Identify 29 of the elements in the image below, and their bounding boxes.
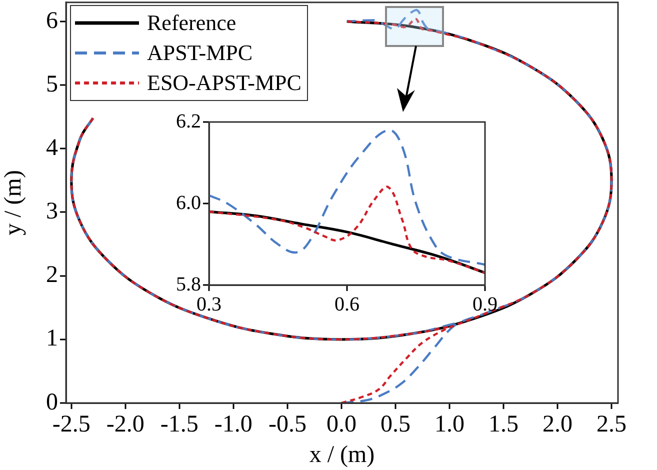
legend-label: ESO-APST-MPC	[147, 70, 302, 96]
legend-label: APST-MPC	[147, 40, 253, 66]
x-tick-label: 2.5	[596, 412, 627, 438]
x-tick-label: 0.9	[472, 293, 498, 316]
y-axis-title: y / (m)	[0, 170, 27, 236]
y-tick-label: 2	[46, 262, 58, 288]
y-tick-label: 4	[46, 134, 58, 161]
x-tick-label: 0.0	[326, 412, 356, 438]
y-tick-label: 5.8	[176, 273, 201, 296]
x-tick-label: -2.0	[106, 412, 144, 438]
y-tick-label: 6.2	[176, 110, 201, 132]
x-tick-label: -1.5	[160, 412, 198, 438]
legend-label: Reference	[147, 10, 236, 36]
x-tick-label: 1.0	[434, 412, 464, 438]
x-tick-label: 1.5	[488, 412, 518, 438]
y-tick-label: 1	[46, 326, 58, 352]
x-tick-label: 0.6	[334, 293, 360, 316]
x-tick-label: -0.5	[268, 412, 306, 438]
y-tick-label: 5	[46, 71, 58, 98]
line-series	[209, 186, 485, 274]
x-tick-label: 0.3	[196, 293, 222, 316]
y-tick-label: 3	[46, 198, 58, 225]
line-series	[209, 129, 485, 266]
y-tick-label: 6.0	[176, 192, 201, 214]
y-tick-label: 6	[46, 8, 58, 34]
x-tick-label: -1.0	[214, 412, 252, 438]
x-axis-title: x / (m)	[309, 442, 375, 468]
x-tick-label: 2.0	[542, 412, 573, 438]
x-tick-label: 0.5	[380, 412, 410, 438]
